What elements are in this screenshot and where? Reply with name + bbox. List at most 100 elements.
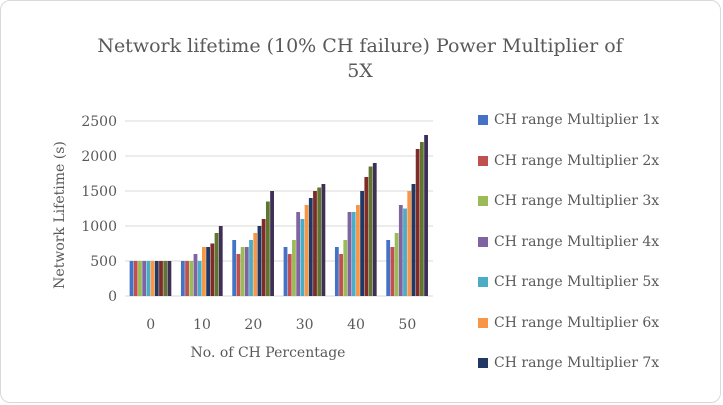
legend-swatch	[478, 317, 488, 328]
legend-item: CH range Multiplier 6x	[478, 313, 659, 333]
bar-cat20-series7	[257, 226, 262, 296]
y-tick-label: 1500	[81, 184, 117, 200]
bar-cat0-series9	[163, 261, 168, 296]
bars	[129, 135, 428, 296]
bar-cat30-series2	[287, 254, 292, 296]
legend-item: CH range Multiplier 3x	[478, 191, 659, 211]
bar-cat40-series6	[356, 205, 360, 296]
bar-cat10-series1	[180, 261, 185, 296]
bar-cat40-series2	[339, 254, 343, 296]
legend-label: CH range Multiplier 6x	[494, 314, 660, 331]
chart-title-line-2: 5X	[347, 60, 373, 82]
bar-cat40-series7	[360, 191, 365, 296]
bar-cat10-series10	[218, 226, 223, 296]
bar-cat40-series3	[343, 240, 348, 296]
bar-cat50-series9	[419, 142, 424, 296]
bar-cat50-series3	[394, 233, 399, 296]
x-tick-label: 40	[347, 317, 365, 333]
legend-item: CH range Multiplier 4x	[478, 232, 659, 252]
legend-label: CH range Multiplier 1x	[494, 112, 660, 128]
bar-cat0-series10	[167, 261, 172, 296]
bar-cat0-series3	[138, 261, 142, 296]
y-tick-label: 2000	[81, 149, 117, 165]
bar-cat30-series6	[304, 205, 309, 296]
bar-cat0-series2	[133, 261, 138, 296]
x-tick-label: 10	[193, 317, 211, 333]
bar-cat40-series8	[364, 177, 369, 296]
bar-cat50-series2	[390, 247, 395, 296]
legend-label: CH range Multiplier 4x	[494, 233, 660, 250]
y-tick-label: 2500	[81, 114, 117, 130]
bar-cat30-series3	[292, 240, 296, 296]
bar-cat40-series5	[351, 212, 356, 296]
bar-cat50-series1	[386, 240, 391, 296]
bar-cat10-series3	[189, 261, 194, 296]
legend-label: CH range Multiplier 5x	[494, 274, 660, 290]
x-tick-label: 50	[398, 317, 416, 333]
bar-cat10-series5	[197, 261, 202, 296]
bar-cat50-series10	[424, 135, 428, 296]
legend-label: CH range Multiplier 3x	[494, 193, 660, 209]
bar-cat20-series9	[265, 201, 270, 296]
x-tick-label: 20	[244, 317, 262, 333]
bar-cat30-series4	[296, 212, 301, 296]
bar-cat20-series6	[253, 233, 258, 296]
bar-cat40-series10	[372, 163, 377, 296]
bar-cat50-series8	[415, 149, 420, 296]
bar-cat30-series10	[321, 184, 326, 296]
bar-cat30-series7	[308, 198, 313, 296]
bar-cat0-series1	[129, 261, 134, 296]
bar-cat30-series9	[317, 187, 322, 296]
legend-swatch	[478, 115, 488, 125]
y-tick-label: 500	[90, 254, 117, 270]
legend-label: CH range Multiplier 7x	[494, 355, 660, 371]
bar-cat10-series4	[193, 254, 198, 296]
bar-cat20-series2	[236, 254, 241, 296]
chart-title-line-1: Network lifetime (10% CH failure) Power …	[97, 35, 623, 57]
bar-cat10-series8	[210, 243, 215, 296]
legend-item: CH range Multiplier 2x	[478, 151, 659, 171]
bar-cat40-series1	[334, 247, 339, 296]
bar-cat40-series9	[368, 166, 373, 296]
bar-cat50-series6	[407, 191, 412, 296]
legend-item: CH range Multiplier 7x	[478, 353, 659, 373]
y-tick-label: 1000	[81, 219, 117, 235]
x-tick-labels: 0 10 20 30 40 50	[146, 317, 416, 333]
legend-swatch	[478, 155, 488, 166]
legend-swatch	[478, 358, 488, 368]
bar-cat50-series7	[411, 184, 416, 296]
gridlines	[125, 120, 433, 297]
bar-cat10-series6	[202, 247, 206, 296]
bar-cat10-series2	[185, 261, 189, 296]
bar-cat0-series7	[154, 261, 159, 296]
legend-swatch	[478, 277, 488, 287]
bar-cat0-series4	[142, 261, 147, 296]
bar-cat50-series4	[398, 205, 403, 296]
bar-cat10-series9	[214, 233, 219, 296]
bar-cat20-series3	[240, 247, 245, 296]
bar-cat0-series8	[159, 261, 163, 296]
bar-cat30-series5	[300, 219, 305, 296]
x-tick-label: 30	[296, 317, 314, 333]
bar-cat0-series5	[146, 261, 151, 296]
legend-swatch	[478, 236, 488, 247]
bar-cat20-series4	[244, 247, 249, 296]
bar-cat10-series7	[206, 247, 211, 296]
bar-cat30-series8	[313, 191, 317, 296]
legend-item: CH range Multiplier 5x	[478, 272, 659, 292]
bar-cat20-series8	[261, 219, 266, 296]
x-axis-label: No. of CH Percentage	[191, 345, 346, 361]
bar-cat40-series4	[347, 212, 352, 296]
y-tick-label: 0	[108, 289, 117, 305]
bar-cat0-series6	[150, 261, 155, 296]
y-axis-label: Network Lifetime (s)	[52, 141, 68, 289]
legend-item: CH range Multiplier 1x	[478, 110, 659, 130]
bar-cat20-series10	[270, 191, 274, 296]
x-tick-label: 0	[146, 317, 155, 333]
legend-swatch	[478, 196, 488, 206]
y-tick-labels: 0 500 1000 1500 2000 2500	[81, 114, 117, 305]
bar-cat50-series5	[403, 208, 407, 296]
bar-cat30-series1	[283, 247, 288, 296]
legend-label: CH range Multiplier 2x	[494, 152, 660, 169]
